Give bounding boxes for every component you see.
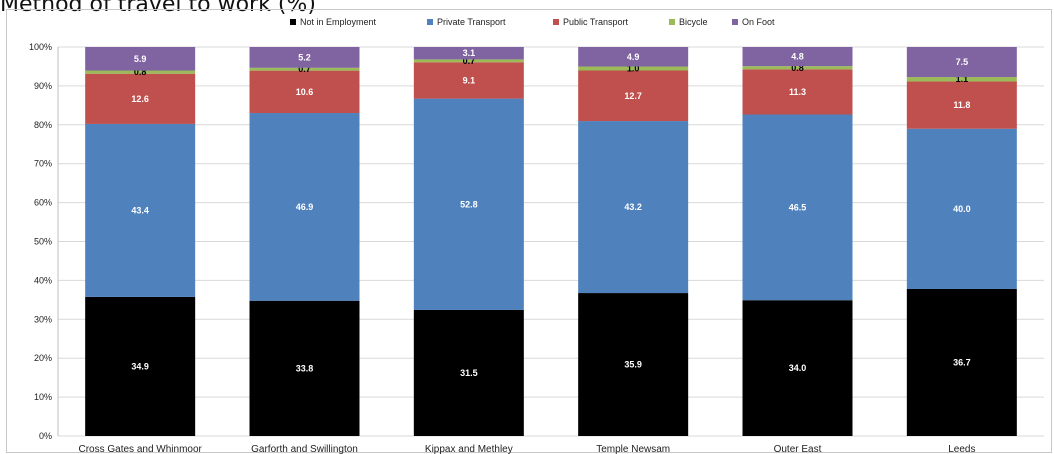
category-label: Temple Newsam (596, 444, 670, 454)
bars: 34.9 43.4 12.6 0.8 5.9 33.8 46.9 10.6 0.7 5.2 31.5… (85, 47, 1017, 436)
bar-segment (742, 69, 853, 115)
category-label: Outer East (774, 444, 822, 454)
chart-frame (6, 9, 1052, 453)
data-label: 33.8 (296, 363, 314, 373)
data-label: 12.6 (131, 94, 149, 104)
bar-segment (85, 296, 196, 436)
bar-segment (413, 62, 524, 99)
data-label: 1.0 (627, 64, 640, 74)
bar-segment (85, 73, 196, 124)
bar-segment (413, 47, 524, 60)
data-label: 9.1 (463, 75, 476, 85)
data-label: 0.7 (298, 64, 311, 74)
legend-swatch (669, 19, 675, 25)
bar-segment (742, 66, 853, 70)
bar-segment (85, 70, 196, 74)
data-label: 0.8 (134, 67, 147, 77)
data-label: 11.3 (789, 87, 806, 97)
data-label: 4.9 (627, 52, 640, 62)
page-title: Method of travel to work (%) (0, 0, 316, 17)
bar-segment (249, 47, 360, 68)
data-label: 5.9 (134, 54, 147, 64)
data-label: 36.7 (953, 357, 971, 367)
data-label: 43.4 (131, 205, 149, 215)
bar-segment (906, 81, 1017, 129)
y-tick-label: 0% (39, 431, 52, 441)
legend-swatch (732, 19, 738, 25)
category-label: Garforth and Swillington (251, 444, 358, 454)
bar-segment (413, 59, 524, 63)
bar-segment (85, 123, 196, 297)
data-label: 40.0 (953, 204, 971, 214)
data-label: 34.9 (131, 361, 149, 371)
y-tick-label: 90% (34, 81, 52, 91)
data-label: 31.5 (460, 368, 478, 378)
data-label: 52.8 (460, 199, 478, 209)
y-tick-label: 70% (34, 159, 52, 169)
data-label: 10.6 (296, 87, 314, 97)
data-label: 4.8 (791, 52, 804, 62)
gridlines (57, 46, 1044, 437)
bar-segment (906, 47, 1017, 78)
bar-segment (413, 98, 524, 310)
data-label: 11.8 (953, 100, 970, 110)
bar-segment (85, 47, 196, 71)
data-label: 34.0 (789, 363, 807, 373)
bar-segment (578, 66, 689, 71)
data-label: 0.7 (463, 56, 476, 66)
category-label: Leeds (948, 444, 975, 454)
bar-segment (906, 77, 1017, 82)
data-label: 5.2 (298, 52, 311, 62)
legend-swatch (553, 19, 559, 25)
data-label: 46.9 (296, 202, 314, 212)
legend-swatch (290, 19, 296, 25)
bar-segment (578, 121, 689, 294)
bar-segment (742, 300, 853, 436)
legend-entry: Private Transport (437, 17, 506, 27)
legend-entry: Not in Employment (300, 17, 377, 27)
y-tick-label: 30% (34, 314, 52, 324)
data-label: 0.8 (791, 63, 804, 73)
data-label: 43.2 (624, 202, 642, 212)
legend-swatch (427, 19, 433, 25)
bar-segment (249, 67, 360, 71)
legend-entry: Public Transport (563, 17, 629, 27)
y-axis-ticks: 0% 10% 20% 30% 40% 50% 60% 70% 80% 90% 100% (29, 42, 52, 441)
y-tick-label: 60% (34, 198, 52, 208)
bar-segment (578, 70, 689, 122)
bar-segment (906, 128, 1017, 289)
data-label: 1.1 (956, 74, 969, 84)
bar-segment (742, 47, 853, 67)
bar-segment (249, 300, 360, 436)
bar-segment (249, 113, 360, 301)
data-label: 46.5 (789, 202, 807, 212)
data-label: 35.9 (624, 360, 642, 370)
bar-segment (742, 114, 853, 301)
x-axis-categories: Cross Gates and Whinmoor Garforth and Swi… (78, 444, 975, 454)
data-label: 7.5 (956, 57, 969, 67)
bar-segment (249, 70, 360, 114)
category-label: Kippax and Methley (425, 444, 513, 454)
y-tick-label: 100% (29, 42, 52, 52)
y-tick-label: 20% (34, 353, 52, 363)
bar-segment (906, 288, 1017, 436)
legend-entry: Bicycle (679, 17, 708, 27)
y-tick-label: 40% (34, 275, 52, 285)
data-label: 12.7 (624, 91, 642, 101)
bar-segment (578, 47, 689, 67)
bar-segment (413, 309, 524, 436)
data-label: 3.1 (463, 48, 476, 58)
y-tick-label: 50% (34, 237, 52, 247)
legend-entry: On Foot (742, 17, 775, 27)
y-tick-label: 80% (34, 120, 52, 130)
bar-segment (578, 293, 689, 436)
y-tick-label: 10% (34, 392, 52, 402)
legend: Not in Employment Private Transport Public… (290, 17, 775, 27)
category-label: Cross Gates and Whinmoor (78, 444, 202, 454)
